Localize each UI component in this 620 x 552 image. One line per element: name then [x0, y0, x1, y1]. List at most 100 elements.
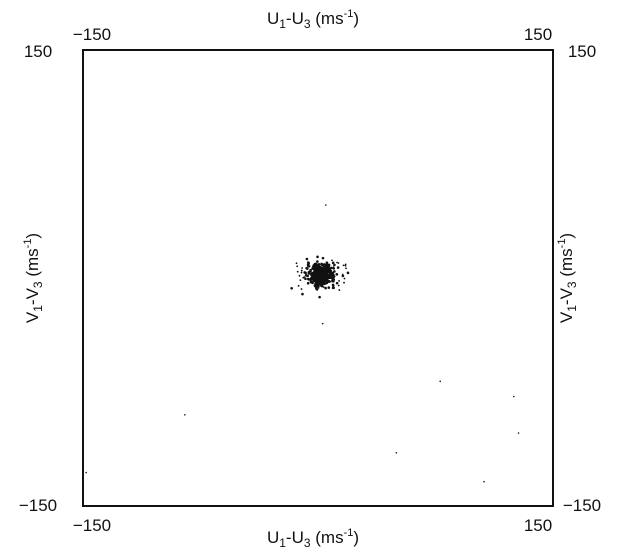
scatter-point	[343, 281, 345, 284]
scatter-point	[321, 322, 324, 325]
scatter-point	[296, 265, 299, 268]
scatter-point	[324, 272, 327, 275]
scatter-point	[312, 267, 315, 271]
scatter-point	[312, 277, 315, 280]
scatter-point	[306, 281, 310, 285]
scatter-point	[317, 287, 320, 289]
scatter-point	[307, 264, 311, 268]
scatter-point	[321, 269, 324, 272]
scatter-point	[323, 269, 326, 272]
scatter-point	[311, 281, 314, 285]
scatter-point	[314, 278, 317, 282]
scatter-point	[318, 295, 321, 299]
plot-frame	[82, 49, 554, 507]
scatter-point	[345, 267, 347, 270]
scatter-point	[337, 284, 340, 287]
scatter-point	[312, 265, 315, 268]
scatter-point	[330, 266, 333, 270]
scatter-point	[304, 274, 308, 277]
scatter-point	[315, 271, 319, 274]
scatter-point	[333, 275, 336, 278]
scatter-point	[317, 265, 321, 268]
scatter-point	[327, 271, 330, 274]
scatter-point	[319, 268, 322, 272]
scatter-point	[318, 279, 321, 283]
scatter-point	[301, 267, 303, 269]
scatter-point	[85, 471, 87, 474]
scatter-point	[336, 261, 338, 264]
tick-top-left: −150	[73, 25, 111, 44]
scatter-point	[300, 271, 303, 274]
scatter-point	[331, 283, 335, 287]
scatter-point	[305, 257, 309, 261]
scatter-point	[342, 264, 345, 267]
scatter-point	[331, 259, 333, 262]
scatter-point	[290, 286, 293, 290]
scatter-point	[300, 288, 303, 290]
scatter-point	[324, 278, 328, 281]
tick-left-top: 150	[24, 42, 52, 61]
scatter-point	[439, 380, 442, 383]
bottom-axis-label: U1-U3 (ms-1)	[267, 527, 359, 550]
scatter-point	[301, 292, 304, 296]
scatter-point	[336, 266, 340, 269]
tick-left-bottom: −150	[19, 496, 57, 515]
scatter-point	[315, 275, 318, 277]
scatter-point	[329, 275, 332, 278]
scatter-point	[299, 279, 302, 282]
scatter-point	[513, 395, 515, 398]
scatter-point	[303, 271, 306, 274]
scatter-point	[315, 284, 318, 287]
scatter-point	[325, 204, 327, 206]
scatter-points	[85, 204, 520, 483]
scatter-point	[305, 266, 308, 270]
scatter-point	[307, 270, 311, 274]
scatter-point	[483, 480, 485, 483]
tick-bottom-left: −150	[73, 516, 111, 535]
scatter-point	[316, 255, 319, 259]
scatter-point	[309, 277, 313, 281]
top-axis-label: U1-U3 (ms-1)	[267, 8, 359, 31]
scatter-point	[341, 273, 344, 276]
scatter-point	[320, 271, 323, 274]
scatter-point	[325, 268, 329, 272]
scatter-point	[327, 265, 330, 268]
scatter-point	[338, 280, 340, 282]
scatter-point	[395, 452, 398, 454]
scatter-point	[338, 289, 341, 291]
scatter-point	[296, 270, 299, 273]
scatter-point	[317, 267, 320, 271]
scatter-point	[344, 263, 347, 266]
scatter-point	[335, 281, 339, 285]
scatter-point	[322, 277, 326, 280]
scatter-point	[327, 276, 331, 279]
scatter-point	[331, 261, 335, 265]
scatter-point	[309, 268, 312, 272]
scatter-point	[517, 432, 520, 434]
scatter-point	[323, 265, 327, 268]
scatter-point	[315, 286, 318, 289]
scatter-point	[304, 277, 307, 281]
scatter-point	[316, 260, 319, 263]
scatter-point	[320, 263, 324, 267]
scatter-point	[331, 279, 334, 283]
scatter-point	[295, 262, 298, 265]
scatter-point	[327, 286, 331, 289]
scatter-point	[317, 262, 321, 266]
scatter-point	[346, 271, 350, 275]
scatter-point	[303, 276, 306, 279]
scatter-point	[315, 288, 319, 291]
scatter-point	[321, 256, 325, 260]
scatter-point	[322, 280, 325, 284]
scatter-point	[297, 284, 300, 287]
tick-right-top: 150	[568, 42, 596, 61]
left-axis-label: V1-V3 (ms-1)	[22, 233, 45, 323]
scatter-point	[344, 264, 347, 267]
scatter-point	[322, 286, 325, 288]
scatter-point	[330, 276, 334, 280]
scatter-point	[331, 271, 335, 275]
scatter-point	[324, 286, 327, 290]
scatter-point	[315, 263, 319, 266]
scatter-point	[322, 274, 325, 276]
